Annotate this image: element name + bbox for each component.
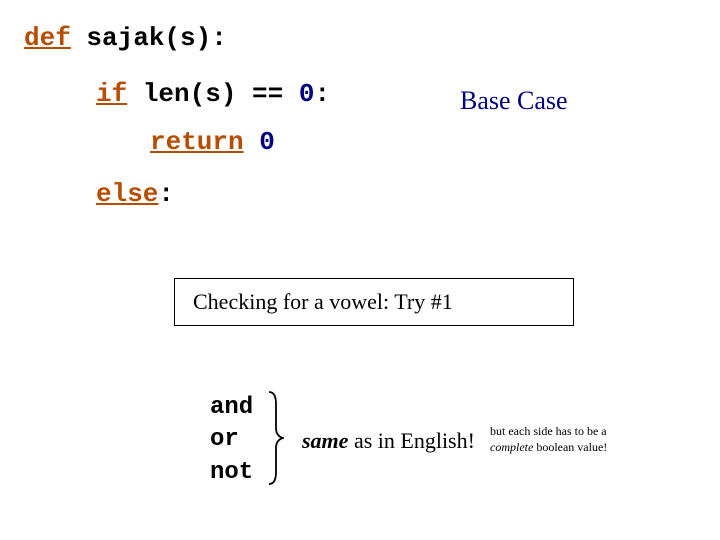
annotation-base-case: Base Case bbox=[460, 86, 568, 116]
logic-and: and bbox=[210, 392, 253, 424]
logic-block: and or not bbox=[210, 392, 253, 489]
tiny-complete: complete bbox=[490, 440, 533, 454]
english-same: same bbox=[302, 428, 348, 453]
code-colon-else: : bbox=[158, 179, 174, 209]
vowel-text: Checking for a vowel: Try #1 bbox=[193, 289, 453, 314]
tiny-line2: complete boolean value! bbox=[490, 440, 650, 456]
english-note: same as in English! bbox=[302, 428, 475, 454]
english-rest: as in English! bbox=[348, 428, 475, 453]
keyword-def: def bbox=[24, 23, 71, 53]
code-line-return: return 0 bbox=[150, 128, 275, 157]
code-line-def: def sajak(s): bbox=[24, 24, 227, 53]
code-rest-def: sajak(s): bbox=[71, 23, 227, 53]
code-rest-if: len(s) == bbox=[127, 79, 299, 109]
code-colon-if: : bbox=[314, 79, 330, 109]
logic-not: not bbox=[210, 457, 253, 489]
keyword-else: else bbox=[96, 179, 158, 209]
keyword-if: if bbox=[96, 79, 127, 109]
logic-or: or bbox=[210, 424, 253, 456]
brace-icon bbox=[266, 390, 284, 486]
tiny-note: but each side has to be a complete boole… bbox=[490, 424, 650, 455]
vowel-box: Checking for a vowel: Try #1 bbox=[174, 278, 574, 326]
code-line-else: else: bbox=[96, 180, 174, 209]
keyword-return: return bbox=[150, 127, 244, 157]
num-zero-ret: 0 bbox=[244, 127, 275, 157]
num-zero-cond: 0 bbox=[299, 79, 315, 109]
tiny-line1: but each side has to be a bbox=[490, 424, 650, 440]
code-line-if: if len(s) == 0: bbox=[96, 80, 330, 109]
tiny-rest: boolean value! bbox=[533, 440, 607, 454]
